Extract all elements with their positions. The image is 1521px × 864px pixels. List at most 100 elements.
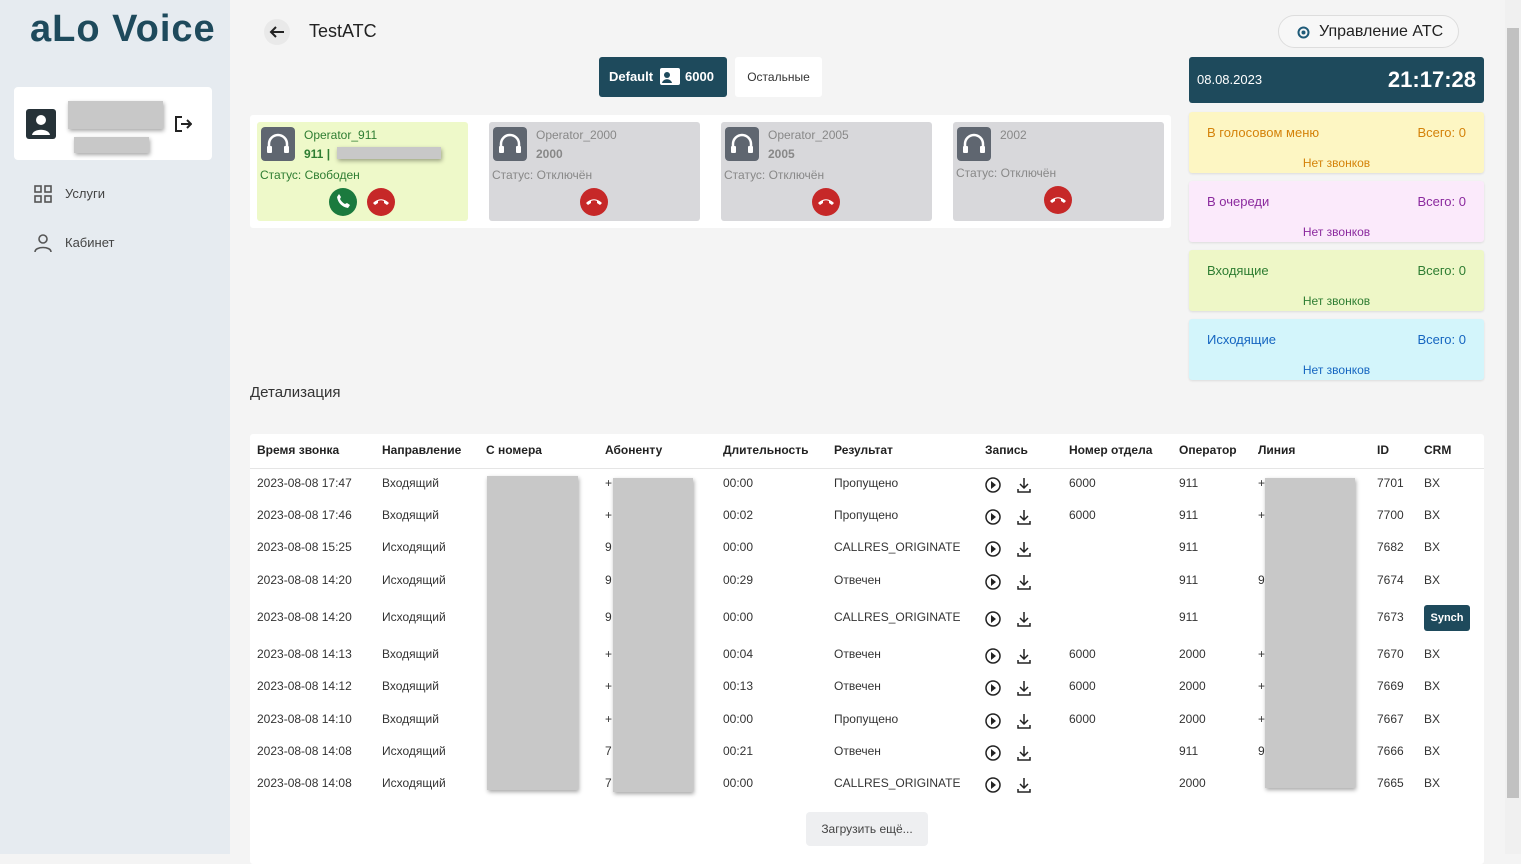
column-header: Линия bbox=[1258, 443, 1296, 457]
table-cell: 6000 bbox=[1069, 712, 1096, 726]
table-cell: CALLRES_ORIGINATE bbox=[834, 610, 961, 624]
column-header: Направление bbox=[382, 443, 462, 457]
table-cell: 7674 bbox=[1377, 573, 1404, 587]
column-header: Результат bbox=[834, 443, 893, 457]
record-controls[interactable] bbox=[985, 610, 1045, 631]
back-button[interactable] bbox=[264, 19, 290, 45]
record-controls[interactable] bbox=[985, 647, 1045, 668]
tab-default[interactable]: Default 6000 bbox=[599, 57, 727, 97]
table-cell: 2023-08-08 14:20 bbox=[257, 573, 352, 587]
hangup-button[interactable] bbox=[1044, 186, 1072, 217]
table-cell: 00:00 bbox=[723, 712, 754, 726]
table-cell: + bbox=[1258, 679, 1266, 693]
record-controls[interactable] bbox=[985, 508, 1045, 529]
table-cell: Отвечен bbox=[834, 647, 881, 661]
table-cell: 00:29 bbox=[723, 573, 754, 587]
table-cell: 911 bbox=[1179, 610, 1199, 624]
record-controls[interactable] bbox=[985, 679, 1045, 700]
table-cell: + bbox=[1258, 476, 1266, 490]
record-controls[interactable] bbox=[985, 540, 1045, 561]
column-header: Запись bbox=[985, 443, 1028, 457]
table-cell: 2023-08-08 14:08 bbox=[257, 744, 352, 758]
column-header: Длительность bbox=[723, 443, 809, 457]
queue-total: Всего: 0 bbox=[1417, 125, 1466, 140]
table-cell: 6000 bbox=[1069, 679, 1096, 693]
record-controls[interactable] bbox=[985, 744, 1045, 765]
column-header: Номер отдела bbox=[1069, 443, 1153, 457]
table-cell: 9 bbox=[1258, 573, 1265, 587]
logout-button[interactable] bbox=[174, 115, 192, 133]
queue-empty: Нет звонков bbox=[1302, 363, 1371, 377]
table-cell: BX bbox=[1424, 476, 1441, 490]
record-controls[interactable] bbox=[985, 712, 1045, 733]
table-cell: 2000 bbox=[1179, 647, 1206, 661]
queue-empty: Нет звонков bbox=[1302, 294, 1371, 308]
table-cell: 7667 bbox=[1377, 712, 1404, 726]
operator-card: Operator_2005 2005 Статус: Отключён bbox=[721, 122, 932, 221]
table-cell: 2000 bbox=[1179, 776, 1206, 790]
call-button[interactable] bbox=[329, 188, 357, 219]
table-cell: Исходящий bbox=[382, 540, 446, 554]
operator-name: Operator_911 bbox=[304, 128, 378, 142]
queue-label: В очереди bbox=[1207, 194, 1270, 209]
table-cell: Исходящий bbox=[382, 610, 446, 624]
cabinet-icon bbox=[34, 234, 52, 252]
menu-item[interactable]: Кабинет bbox=[65, 235, 115, 250]
table-cell: 911 bbox=[1179, 508, 1199, 522]
hangup-button[interactable] bbox=[367, 188, 395, 219]
table-cell: BX bbox=[1424, 573, 1441, 587]
table-cell: 2023-08-08 17:46 bbox=[257, 508, 352, 522]
table-cell: 9 bbox=[605, 610, 612, 624]
queue-total: Всего: 0 bbox=[1417, 332, 1466, 347]
table-cell: 2023-08-08 14:08 bbox=[257, 776, 352, 790]
table-cell: Входящий bbox=[382, 679, 439, 693]
operator-icon bbox=[957, 127, 991, 164]
hangup-button[interactable] bbox=[580, 188, 608, 219]
operator-ext: 911 | bbox=[304, 147, 331, 161]
column-header: Время звонка bbox=[257, 443, 340, 457]
table-cell: + bbox=[605, 647, 613, 661]
queue-empty: Нет звонков bbox=[1302, 156, 1371, 170]
table-cell: CALLRES_ORIGINATE bbox=[834, 776, 961, 790]
tab-other[interactable]: Остальные bbox=[735, 57, 822, 97]
clock-time: 21:17:28 bbox=[1387, 67, 1476, 92]
operator-ext: 2005 bbox=[768, 147, 795, 161]
queue-total: Всего: 0 bbox=[1417, 194, 1466, 209]
table-cell: 2000 bbox=[1179, 679, 1206, 693]
redaction bbox=[487, 476, 578, 790]
record-controls[interactable] bbox=[985, 573, 1045, 594]
table-cell: BX bbox=[1424, 540, 1441, 554]
menu-item[interactable]: Услуги bbox=[65, 186, 105, 201]
operator-icon bbox=[725, 127, 759, 164]
table-cell: 7669 bbox=[1377, 679, 1404, 693]
scrollbar[interactable] bbox=[1505, 0, 1521, 854]
column-header: С номера bbox=[486, 443, 542, 457]
hangup-button[interactable] bbox=[812, 188, 840, 219]
manage-button[interactable]: Управление АТС bbox=[1278, 15, 1459, 48]
table-cell: 2023-08-08 14:20 bbox=[257, 610, 352, 624]
tab-label: Default bbox=[609, 69, 654, 84]
operator-name: Operator_2000 bbox=[536, 128, 617, 142]
table-cell: 7701 bbox=[1377, 476, 1404, 490]
synch-button[interactable]: Synch bbox=[1424, 605, 1470, 631]
operator-ext: 2000 bbox=[536, 147, 563, 161]
table-cell: BX bbox=[1424, 508, 1441, 522]
load-more-button[interactable]: Загрузить ещё... bbox=[806, 812, 928, 846]
table-cell: 911 bbox=[1179, 540, 1199, 554]
table-cell: Исходящий bbox=[382, 573, 446, 587]
table-cell: + bbox=[605, 712, 613, 726]
record-controls[interactable] bbox=[985, 776, 1045, 797]
table-cell: + bbox=[1258, 647, 1266, 661]
operators-panel: Operator_911 911 | Статус: Свободен Operato… bbox=[250, 115, 1171, 228]
operator-card: Operator_2000 2000 Статус: Отключён bbox=[489, 122, 700, 221]
record-controls[interactable] bbox=[985, 476, 1045, 497]
table-cell: 7682 bbox=[1377, 540, 1404, 554]
operator-name: Operator_2005 bbox=[768, 128, 849, 142]
table-cell: 911 bbox=[1179, 476, 1199, 490]
table-cell: Пропущено bbox=[834, 712, 899, 726]
header-divider bbox=[250, 468, 1484, 469]
table-cell: 00:21 bbox=[723, 744, 754, 758]
redaction bbox=[613, 478, 693, 792]
table-cell: 00:04 bbox=[723, 647, 754, 661]
queue-box: В очереди Всего: 0 Нет звонков bbox=[1189, 181, 1484, 242]
